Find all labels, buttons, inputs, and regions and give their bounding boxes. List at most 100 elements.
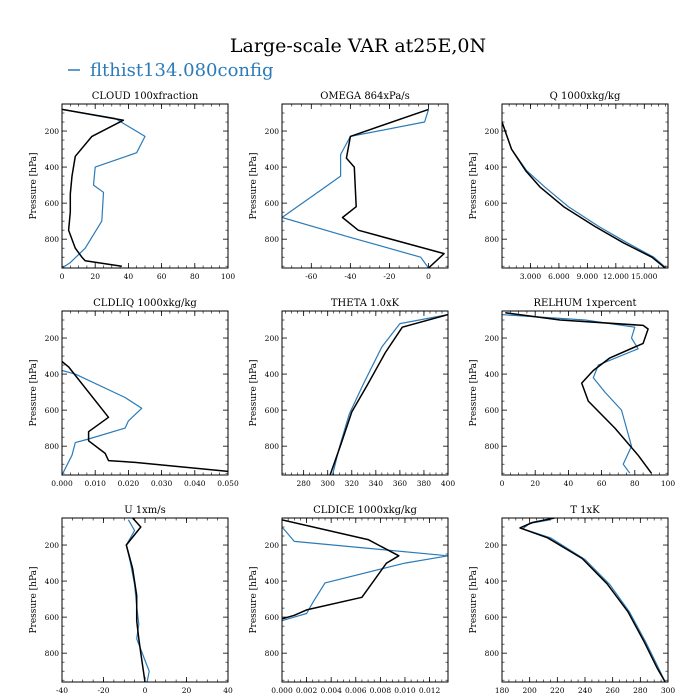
y-tick-label: 800 [485,235,500,244]
x-tick-label: 60 [157,272,167,281]
series-line-blue [331,314,448,475]
y-tick-label: 400 [45,370,60,379]
series-line-black [502,121,666,268]
y-tick-label: 200 [265,541,280,550]
x-tick-label: 80 [190,272,200,281]
x-tick-label: 0.004 [320,686,342,695]
y-axis-label: Pressure [hPa] [249,359,259,426]
x-tick-label: 320 [345,479,360,488]
y-tick-label: 200 [265,334,280,343]
plot-frame [281,310,449,476]
panel-4: CLDLIQ 1000xkg/kg Pressure [hPa] 0.000 0.01… [29,298,239,488]
panels-group: CLOUD 100xfraction Pressure [hPa] 0 20 40 60 8… [29,91,675,695]
y-tick-label: 600 [265,613,280,622]
x-tick-label: 0 [426,272,431,281]
y-tick-label: 600 [265,406,280,415]
plot-frame [281,517,449,683]
plot-frame [61,517,229,683]
x-tick-label: 0.010 [84,479,106,488]
panel-title: THETA 1.0xK [331,298,400,309]
x-tick-label: 15.000 [631,272,657,281]
series-line-blue [125,519,150,682]
x-tick-label: 0 [143,686,148,695]
y-axis-label: Pressure [hPa] [469,152,479,219]
x-tick-label: 0.050 [217,479,239,488]
y-tick-label: 200 [45,334,60,343]
x-tick-label: 6.000 [548,272,570,281]
plot-frame [61,103,229,269]
x-tick-label: -20 [97,686,109,695]
panel-title: CLDLIQ 1000xkg/kg [93,298,197,309]
y-tick-label: 800 [485,442,500,451]
x-tick-label: 340 [369,479,384,488]
series-line-black [341,108,445,268]
x-tick-label: 180 [495,686,510,695]
x-tick-label: -40 [56,686,68,695]
x-tick-label: 60 [597,479,607,488]
x-tick-label: -20 [383,272,395,281]
panel-title: CLOUD 100xfraction [92,91,199,102]
y-tick-label: 200 [485,127,500,136]
series-line-black [505,312,653,474]
y-tick-label: 800 [265,442,280,451]
series-line-blue [522,519,666,682]
x-tick-label: 20 [530,479,540,488]
plot-frame [61,310,229,476]
panel-5: THETA 1.0xK Pressure [hPa] 280 300 320 340 360… [249,298,455,488]
series-line-blue [62,108,146,268]
y-tick-label: 600 [45,406,60,415]
x-tick-label: 300 [321,479,336,488]
series-line-black [62,108,125,267]
y-tick-label: 800 [45,649,60,658]
x-tick-label: 0.030 [151,479,173,488]
panel-7: U 1xm/s Pressure [hPa] -40 -20 0 20 40 200 400 60… [29,505,233,695]
y-axis-label: Pressure [hPa] [29,152,39,219]
panel-6: RELHUM 1xpercent Pressure [hPa] 0 20 40 60 80 1… [469,298,675,488]
x-tick-label: 12.000 [603,272,629,281]
series-line-blue [62,369,143,475]
y-tick-label: 600 [45,613,60,622]
x-tick-label: 0.010 [394,686,416,695]
x-tick-label: 3.000 [520,272,542,281]
series-line-black [519,518,666,682]
x-tick-label: 380 [417,479,432,488]
y-tick-label: 400 [265,163,280,172]
y-axis-label: Pressure [hPa] [469,359,479,426]
y-tick-label: 800 [45,235,60,244]
y-tick-label: 400 [485,163,500,172]
panel-1: CLOUD 100xfraction Pressure [hPa] 0 20 40 60 8… [29,91,235,281]
y-tick-label: 200 [485,334,500,343]
x-tick-label: 0 [500,479,505,488]
series-line-black [125,518,146,682]
x-tick-label: 9.000 [577,272,599,281]
y-axis-label: Pressure [hPa] [29,566,39,633]
x-tick-label: 0 [60,272,65,281]
y-tick-label: 800 [485,649,500,658]
x-tick-label: 280 [633,686,648,695]
y-tick-label: 800 [265,649,280,658]
y-tick-label: 600 [265,199,280,208]
panel-3: Q 1000xkg/kg Pressure [hPa] 3.000 6.000 9.00… [469,91,669,281]
panel-title: U 1xm/s [124,505,166,516]
x-tick-label: 40 [124,272,134,281]
y-tick-label: 200 [265,127,280,136]
x-tick-label: 360 [393,479,408,488]
plot-frame [501,517,669,683]
y-tick-label: 600 [45,199,60,208]
x-tick-label: 20 [90,272,100,281]
panel-title: CLDICE 1000xkg/kg [313,505,417,516]
y-axis-label: Pressure [hPa] [469,566,479,633]
y-axis-label: Pressure [hPa] [249,152,259,219]
x-tick-label: 0.012 [419,686,441,695]
x-tick-label: 0.000 [271,686,293,695]
figure-legend: flthist134.080config [68,60,274,81]
panel-title: RELHUM 1xpercent [533,298,636,309]
x-tick-label: 200 [523,686,538,695]
legend-label: flthist134.080config [90,60,274,81]
y-tick-label: 600 [485,199,500,208]
x-tick-label: 80 [630,479,640,488]
x-tick-label: 0.008 [370,686,392,695]
x-tick-label: 100 [661,479,676,488]
